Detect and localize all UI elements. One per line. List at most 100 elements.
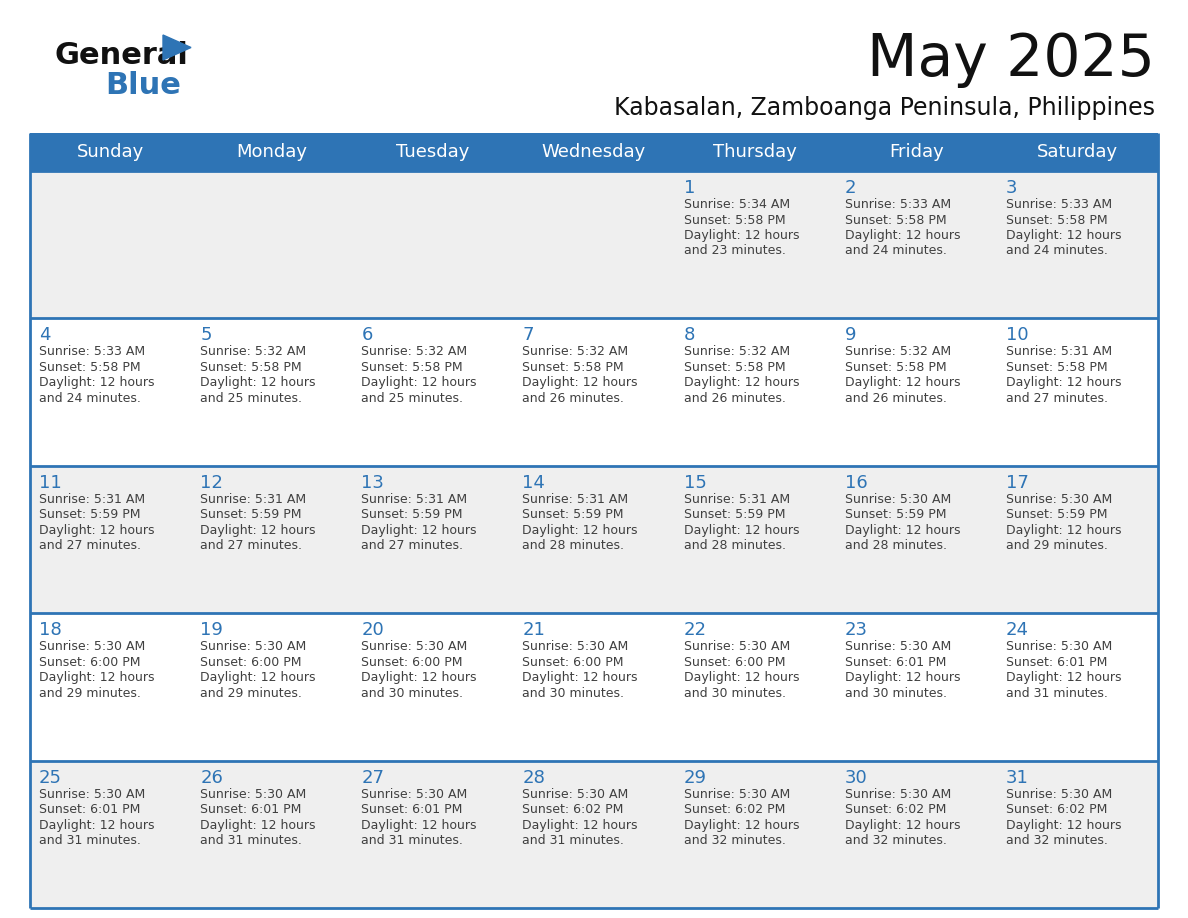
Text: Daylight: 12 hours: Daylight: 12 hours — [1006, 376, 1121, 389]
Text: Daylight: 12 hours: Daylight: 12 hours — [39, 819, 154, 832]
Text: Daylight: 12 hours: Daylight: 12 hours — [683, 376, 800, 389]
Text: and 31 minutes.: and 31 minutes. — [39, 834, 141, 847]
Text: 24: 24 — [1006, 621, 1029, 639]
Text: and 27 minutes.: and 27 minutes. — [200, 539, 302, 553]
Text: 10: 10 — [1006, 327, 1029, 344]
Text: Sunset: 6:02 PM: Sunset: 6:02 PM — [1006, 803, 1107, 816]
Text: Sunrise: 5:30 AM: Sunrise: 5:30 AM — [200, 640, 307, 654]
Text: Sunset: 6:00 PM: Sunset: 6:00 PM — [361, 655, 463, 668]
Text: 31: 31 — [1006, 768, 1029, 787]
Text: Daylight: 12 hours: Daylight: 12 hours — [845, 229, 960, 242]
Text: Sunrise: 5:31 AM: Sunrise: 5:31 AM — [683, 493, 790, 506]
Text: and 32 minutes.: and 32 minutes. — [845, 834, 947, 847]
Text: Sunrise: 5:30 AM: Sunrise: 5:30 AM — [683, 640, 790, 654]
Bar — [30, 761, 1158, 908]
Text: Daylight: 12 hours: Daylight: 12 hours — [845, 819, 960, 832]
Text: 5: 5 — [200, 327, 211, 344]
Text: Blue: Blue — [105, 71, 181, 99]
Text: Daylight: 12 hours: Daylight: 12 hours — [1006, 524, 1121, 537]
Text: 2: 2 — [845, 179, 857, 197]
Text: Friday: Friday — [889, 143, 943, 161]
Text: 28: 28 — [523, 768, 545, 787]
Text: Sunset: 6:01 PM: Sunset: 6:01 PM — [361, 803, 462, 816]
Text: and 29 minutes.: and 29 minutes. — [39, 687, 141, 700]
Text: Daylight: 12 hours: Daylight: 12 hours — [845, 524, 960, 537]
Text: 25: 25 — [39, 768, 62, 787]
Text: Sunrise: 5:34 AM: Sunrise: 5:34 AM — [683, 198, 790, 211]
Text: Sunrise: 5:30 AM: Sunrise: 5:30 AM — [39, 640, 145, 654]
Text: Sunrise: 5:30 AM: Sunrise: 5:30 AM — [845, 640, 950, 654]
Text: May 2025: May 2025 — [867, 31, 1155, 88]
Text: Daylight: 12 hours: Daylight: 12 hours — [683, 671, 800, 684]
Text: Daylight: 12 hours: Daylight: 12 hours — [1006, 819, 1121, 832]
Bar — [30, 133, 1158, 171]
Text: 3: 3 — [1006, 179, 1017, 197]
Text: Sunrise: 5:30 AM: Sunrise: 5:30 AM — [1006, 640, 1112, 654]
Text: and 30 minutes.: and 30 minutes. — [523, 687, 625, 700]
Text: Sunrise: 5:30 AM: Sunrise: 5:30 AM — [845, 493, 950, 506]
Text: Sunset: 6:00 PM: Sunset: 6:00 PM — [200, 655, 302, 668]
Text: Sunset: 5:58 PM: Sunset: 5:58 PM — [845, 361, 947, 374]
Text: Daylight: 12 hours: Daylight: 12 hours — [523, 524, 638, 537]
Text: Daylight: 12 hours: Daylight: 12 hours — [200, 671, 316, 684]
Text: Daylight: 12 hours: Daylight: 12 hours — [683, 819, 800, 832]
Text: Sunset: 6:01 PM: Sunset: 6:01 PM — [1006, 655, 1107, 668]
Text: 18: 18 — [39, 621, 62, 639]
Text: and 30 minutes.: and 30 minutes. — [361, 687, 463, 700]
Text: Sunrise: 5:31 AM: Sunrise: 5:31 AM — [200, 493, 307, 506]
Text: Daylight: 12 hours: Daylight: 12 hours — [361, 524, 476, 537]
Text: 6: 6 — [361, 327, 373, 344]
Text: 29: 29 — [683, 768, 707, 787]
Text: Daylight: 12 hours: Daylight: 12 hours — [200, 376, 316, 389]
Text: 7: 7 — [523, 327, 533, 344]
Text: Daylight: 12 hours: Daylight: 12 hours — [1006, 671, 1121, 684]
Text: Daylight: 12 hours: Daylight: 12 hours — [683, 229, 800, 242]
Text: General: General — [55, 40, 189, 70]
Text: and 26 minutes.: and 26 minutes. — [683, 392, 785, 405]
Text: Sunday: Sunday — [77, 143, 144, 161]
Text: 16: 16 — [845, 474, 867, 492]
Text: Daylight: 12 hours: Daylight: 12 hours — [200, 819, 316, 832]
Text: Sunset: 5:58 PM: Sunset: 5:58 PM — [200, 361, 302, 374]
Text: and 32 minutes.: and 32 minutes. — [683, 834, 785, 847]
Text: and 30 minutes.: and 30 minutes. — [683, 687, 785, 700]
Text: Wednesday: Wednesday — [542, 143, 646, 161]
Text: Sunset: 5:58 PM: Sunset: 5:58 PM — [39, 361, 140, 374]
Text: and 31 minutes.: and 31 minutes. — [1006, 687, 1107, 700]
Text: Kabasalan, Zamboanga Peninsula, Philippines: Kabasalan, Zamboanga Peninsula, Philippi… — [614, 96, 1155, 120]
Text: 9: 9 — [845, 327, 857, 344]
Text: Sunrise: 5:33 AM: Sunrise: 5:33 AM — [39, 345, 145, 358]
Text: Thursday: Thursday — [713, 143, 797, 161]
Text: Daylight: 12 hours: Daylight: 12 hours — [683, 524, 800, 537]
Text: Daylight: 12 hours: Daylight: 12 hours — [361, 376, 476, 389]
Text: Sunset: 6:00 PM: Sunset: 6:00 PM — [39, 655, 140, 668]
Text: and 32 minutes.: and 32 minutes. — [1006, 834, 1107, 847]
Text: Sunrise: 5:33 AM: Sunrise: 5:33 AM — [845, 198, 950, 211]
Text: 20: 20 — [361, 621, 384, 639]
Text: and 25 minutes.: and 25 minutes. — [200, 392, 302, 405]
Text: Sunset: 5:58 PM: Sunset: 5:58 PM — [1006, 214, 1107, 227]
Text: Sunset: 6:02 PM: Sunset: 6:02 PM — [523, 803, 624, 816]
Text: Sunset: 5:58 PM: Sunset: 5:58 PM — [1006, 361, 1107, 374]
Text: 22: 22 — [683, 621, 707, 639]
Text: Daylight: 12 hours: Daylight: 12 hours — [845, 671, 960, 684]
Text: Sunset: 6:02 PM: Sunset: 6:02 PM — [845, 803, 946, 816]
Bar — [30, 171, 1158, 319]
Text: and 28 minutes.: and 28 minutes. — [845, 539, 947, 553]
Text: Sunset: 5:58 PM: Sunset: 5:58 PM — [523, 361, 624, 374]
Text: Sunset: 5:59 PM: Sunset: 5:59 PM — [361, 509, 463, 521]
Text: Sunset: 5:58 PM: Sunset: 5:58 PM — [683, 214, 785, 227]
Text: Sunrise: 5:31 AM: Sunrise: 5:31 AM — [361, 493, 467, 506]
Text: and 24 minutes.: and 24 minutes. — [39, 392, 141, 405]
Text: Daylight: 12 hours: Daylight: 12 hours — [39, 671, 154, 684]
Text: 23: 23 — [845, 621, 867, 639]
Text: Sunset: 6:02 PM: Sunset: 6:02 PM — [683, 803, 785, 816]
Text: 14: 14 — [523, 474, 545, 492]
Text: Daylight: 12 hours: Daylight: 12 hours — [361, 819, 476, 832]
Text: Sunset: 5:59 PM: Sunset: 5:59 PM — [200, 509, 302, 521]
Text: and 30 minutes.: and 30 minutes. — [845, 687, 947, 700]
Text: Sunrise: 5:30 AM: Sunrise: 5:30 AM — [361, 788, 468, 800]
Text: 19: 19 — [200, 621, 223, 639]
Text: Sunrise: 5:30 AM: Sunrise: 5:30 AM — [1006, 493, 1112, 506]
Text: 17: 17 — [1006, 474, 1029, 492]
